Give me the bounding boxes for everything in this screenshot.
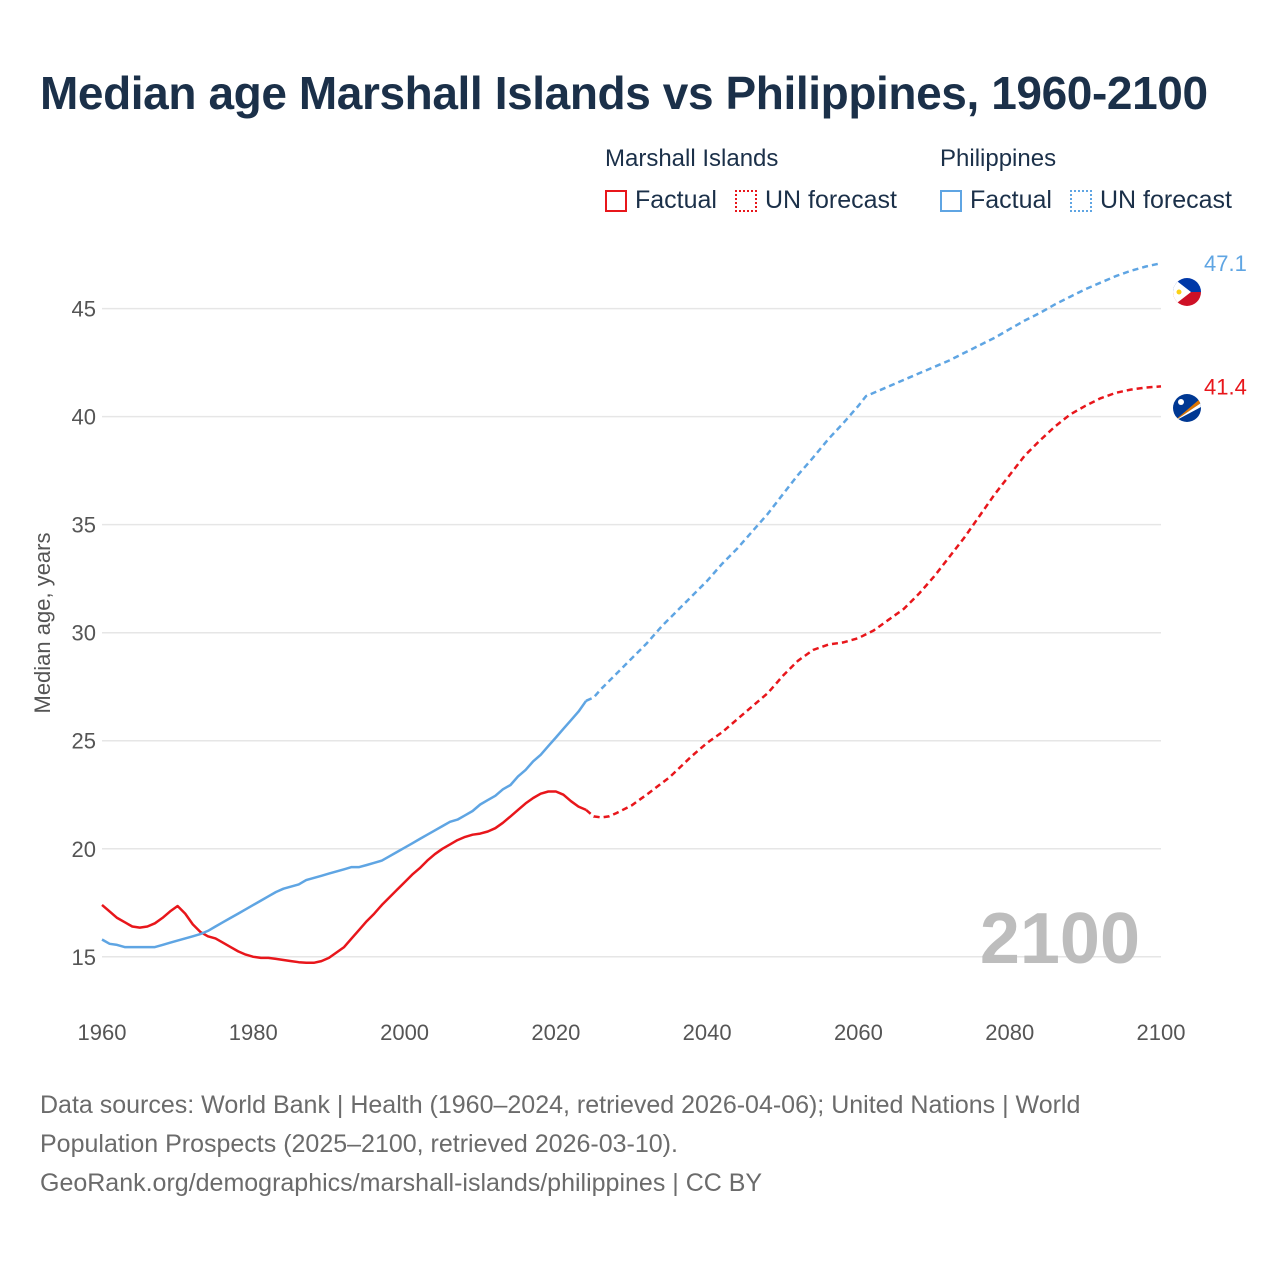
philippines-end-value-label: 47.1 [1204,251,1247,276]
philippines-flag-icon [1173,278,1201,306]
x-tick-label-2080: 2080 [985,1020,1034,1045]
data-source-note: Data sources: World Bank | Health (1960–… [40,1086,1220,1203]
y-tick-label-25: 25 [72,729,96,754]
marshall-islands-flag-icon [1173,394,1201,422]
source-line: Population Prospects (2025–2100, retriev… [40,1130,678,1158]
legend-item-factual[interactable]: Factual [940,186,1052,215]
y-tick-label-35: 35 [72,513,96,538]
x-tick-label-1980: 1980 [229,1020,278,1045]
source-line: GeoRank.org/demographics/marshall-island… [40,1169,763,1197]
x-tick-label-2040: 2040 [683,1020,732,1045]
legend-marshall-islands: Marshall Islands Factual UN forecast [605,144,915,215]
factual-swatch-icon [940,189,962,212]
legend-group-name: Philippines [940,145,1057,172]
forecast-swatch-icon [1069,189,1092,212]
forecast-swatch-icon [734,189,757,212]
philippines-forecast-line[interactable] [585,261,1162,702]
source-line: Data sources: World Bank | Health (1960–… [40,1091,1081,1119]
y-tick-label-30: 30 [72,621,96,646]
marshall-islands-end-value-label: 41.4 [1204,374,1247,399]
marshall-islands-forecast-line[interactable] [585,385,1162,819]
x-tick-label-2060: 2060 [834,1020,883,1045]
legend-label: Factual [635,186,717,214]
legend-philippines: Philippines Factual UN forecast [940,144,1250,215]
x-tick-label-2020: 2020 [531,1020,580,1045]
legend-label: UN forecast [1099,186,1232,214]
current-year-watermark: 2100 [980,899,1140,979]
y-tick-label-20: 20 [72,837,96,862]
x-tick-label-1960: 1960 [78,1020,127,1045]
legend-label: UN forecast [764,186,897,214]
legend-item-forecast[interactable]: UN forecast [734,186,897,215]
legend-group-name: Marshall Islands [605,145,779,172]
chart-title: Median age Marshall Islands vs Philippin… [40,67,1208,119]
legend-label: Factual [970,186,1052,214]
x-tick-label-2100: 2100 [1137,1020,1186,1045]
y-tick-label-40: 40 [72,405,96,430]
marshall-islands-factual-line[interactable] [101,790,587,965]
y-axis-label: Median age, years [30,533,55,714]
legend-item-forecast[interactable]: UN forecast [1069,186,1232,215]
legend-item-factual[interactable]: Factual [605,186,717,215]
y-tick-label-15: 15 [72,945,96,970]
philippines-factual-line[interactable] [101,700,588,949]
x-tick-label-2000: 2000 [380,1020,429,1045]
y-tick-label-45: 45 [72,297,96,322]
factual-swatch-icon [605,189,627,212]
